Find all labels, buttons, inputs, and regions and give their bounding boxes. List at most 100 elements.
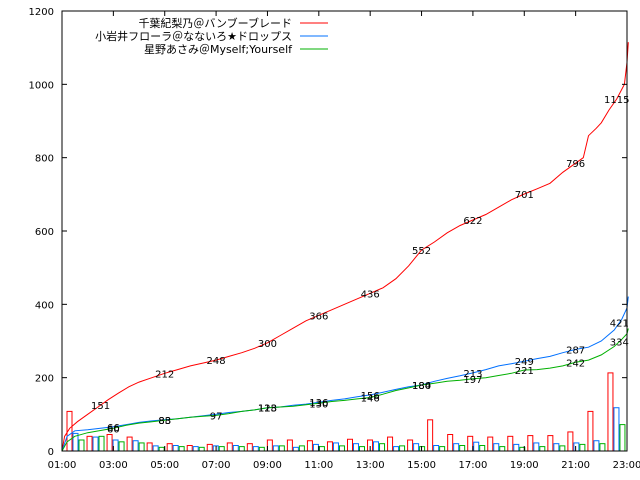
x-tick-label: 07:00: [202, 460, 231, 471]
bar-s2-13: [338, 445, 345, 452]
bar-s1-25: [573, 442, 580, 452]
point-labels-layer: 151 212 248 300 366 436 552 622 701 796 1115 66 88 12…: [91, 95, 629, 435]
bar-s2-27: [619, 424, 626, 452]
bar-s0-1: [86, 435, 93, 452]
data-label: 212: [155, 369, 174, 380]
bar-s1-17: [413, 443, 420, 452]
bar-s2-12: [318, 446, 325, 452]
bar-s1-10: [272, 445, 279, 452]
bar-s2-24: [559, 445, 566, 452]
data-label: 60: [107, 424, 120, 435]
data-label: 130: [309, 399, 328, 410]
bar-s2-23: [539, 446, 546, 452]
y-tick-label: 400: [35, 300, 54, 311]
bar-s0-2: [106, 434, 113, 452]
data-label: 366: [309, 311, 328, 322]
bar-s1-18: [433, 445, 440, 452]
bar-s1-23: [533, 442, 540, 452]
bar-s1-24: [553, 443, 560, 452]
bar-s2-11: [298, 445, 305, 452]
bar-s0-13: [326, 441, 333, 452]
data-label: 180: [412, 381, 431, 392]
bar-s1-11: [292, 446, 299, 452]
bar-s1-12: [312, 443, 319, 452]
bar-s2-16: [399, 445, 406, 452]
y-tick-label: 0: [48, 447, 54, 458]
bar-s0-16: [387, 436, 394, 452]
bar-s0-11: [286, 439, 293, 452]
plot-frame: [61, 10, 628, 452]
bar-s1-4: [152, 445, 159, 452]
bar-s0-24: [547, 435, 554, 452]
bar-s1-14: [352, 443, 359, 452]
bar-s2-1: [98, 435, 105, 452]
bar-s1-3: [132, 440, 139, 452]
bar-s2-21: [499, 446, 506, 452]
bar-s0-18: [427, 419, 434, 452]
bar-s2-26: [599, 443, 606, 452]
data-label: 249: [515, 357, 534, 368]
bar-s0-5: [166, 443, 173, 452]
x-tick-label: 13:00: [356, 460, 385, 471]
data-label: 97: [210, 411, 223, 422]
bar-s2-14: [358, 446, 365, 452]
y-tick-label: 1000: [29, 80, 54, 91]
bar-s1-19: [453, 443, 460, 452]
bar-s2-18: [439, 446, 446, 452]
y-tick-label: 1200: [29, 7, 54, 18]
bar-s2-5: [178, 446, 185, 452]
data-label: 66: [107, 423, 120, 434]
data-label: 248: [207, 356, 226, 367]
bar-s1-6: [192, 446, 199, 452]
data-label: 436: [361, 289, 380, 300]
lines-layer: [61, 42, 629, 452]
bar-s2-10: [278, 445, 285, 452]
bar-s2-15: [379, 443, 386, 452]
data-label: 151: [91, 401, 110, 412]
bar-s0-7: [206, 443, 213, 452]
bar-s0-23: [527, 435, 534, 452]
bar-s2-20: [479, 445, 486, 452]
data-label: 213: [463, 369, 482, 380]
data-label: 88: [158, 416, 171, 427]
data-label: 796: [566, 159, 585, 170]
data-label: 287: [566, 345, 585, 356]
bar-s2-25: [579, 443, 586, 452]
data-label: 197: [463, 375, 482, 386]
bar-s2-17: [419, 446, 426, 452]
y-tick-label: 600: [35, 227, 54, 238]
data-label: 123: [258, 404, 277, 415]
data-label: 552: [412, 246, 431, 257]
bar-s0-19: [447, 434, 454, 452]
data-label: 83: [158, 416, 171, 427]
legend-label: 小岩井フローラ＠なないろ★ドロップス: [95, 29, 292, 43]
data-label: 242: [566, 358, 585, 369]
bar-s0-8: [226, 442, 233, 452]
data-label: 300: [258, 339, 277, 350]
x-tick-label: 15:00: [407, 460, 436, 471]
x-tick-label: 03:00: [99, 460, 128, 471]
bar-s0-21: [487, 436, 494, 452]
bar-s0-4: [146, 442, 153, 452]
bar-s2-19: [459, 445, 466, 452]
bar-s0-12: [306, 440, 313, 452]
bar-s2-0: [78, 439, 85, 452]
data-label: 136: [309, 398, 328, 409]
bar-s0-17: [407, 439, 414, 452]
data-label: 146: [361, 393, 380, 404]
bar-s1-9: [252, 446, 259, 452]
bar-s2-9: [258, 446, 265, 452]
bar-s0-20: [467, 435, 474, 452]
bar-s0-27: [607, 372, 614, 452]
bar-s2-3: [138, 442, 145, 452]
data-label: 334: [610, 338, 629, 349]
bar-s2-6: [198, 446, 205, 452]
x-tick-label: 11:00: [304, 460, 333, 471]
bar-s1-8: [232, 445, 239, 452]
bar-s0-6: [186, 445, 193, 452]
bar-s2-2: [118, 441, 125, 452]
x-tick-label: 19:00: [510, 460, 539, 471]
bar-s1-20: [473, 441, 480, 452]
series-line-2: [61, 328, 629, 452]
